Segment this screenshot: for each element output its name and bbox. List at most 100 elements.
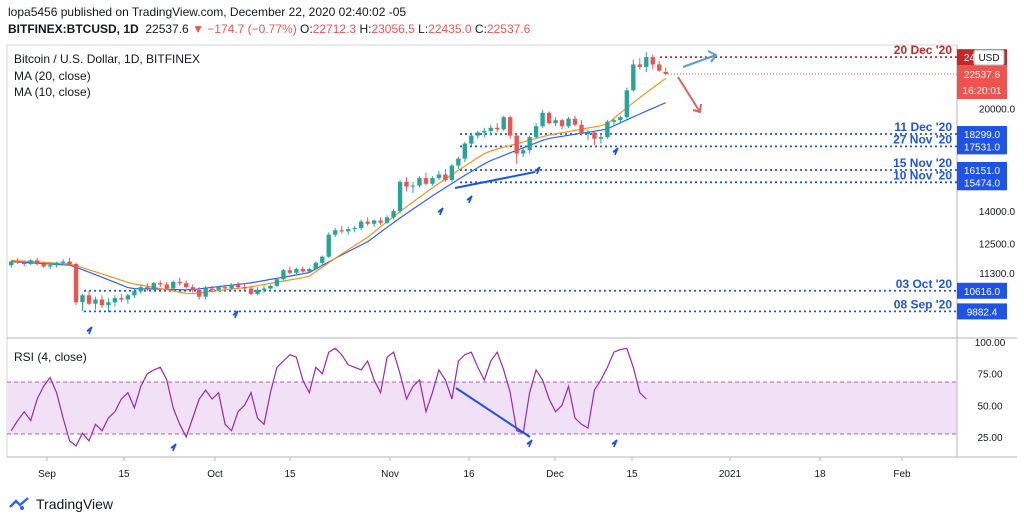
candle-body [300,269,306,272]
low-label: L: [418,22,429,36]
candle-body [9,261,14,266]
time-tick-label: 2021 [719,469,742,480]
candle-body [598,137,604,139]
candle-body [47,265,53,267]
candle-body [80,295,85,303]
rsi-title: RSI (4, close) [14,350,87,364]
close-value: 22537.6 [486,22,531,36]
candle-body [397,181,403,212]
candle-body [255,289,260,294]
legend-ma10: MA (10, close) [14,85,91,99]
candle-body [657,64,662,71]
ma10-line [11,102,666,291]
level-tag-label: 17531.0 [964,142,1001,153]
candle-body [184,283,189,288]
tradingview-logo[interactable]: TradingView [8,496,113,512]
level-tag [957,303,1007,320]
candle-body [119,298,124,300]
buy-signal-icon [232,310,239,319]
level-tag-label: 15474.0 [964,178,1001,189]
candle-body [371,220,377,224]
candle-body [28,260,33,265]
tradingview-icon [9,497,29,510]
publisher-text: lopa5456 published on TradingView.com, D… [8,5,407,19]
candle-body [637,64,642,67]
candle-body [281,270,286,280]
open-value: 22712.3 [312,22,357,36]
candle-body [631,64,636,91]
candle-body [559,120,565,127]
candle-body [339,230,344,232]
candle-body [15,261,20,263]
candle-body [663,71,668,75]
candle-body [158,283,163,285]
buy-signal-icon [170,443,177,452]
candle-body [624,90,630,118]
level-tag-label: 9882.4 [967,307,998,318]
candle-body [196,289,202,297]
chart-area[interactable]: 11300.012500.014000.020000.024000.018299… [0,0,1024,490]
candle-body [520,150,526,154]
candle-body [99,299,105,306]
candle-body [307,269,312,272]
candle-body [449,165,455,180]
candle-body [132,291,137,296]
low-value: 22435.0 [428,22,472,36]
currency-label: USD [978,53,999,64]
candle-body [475,132,480,136]
candle-body [469,135,474,144]
buy-signal-icon [526,439,533,448]
footer-brand: TradingView [36,496,114,512]
candle-body [248,288,254,294]
price-tick-label: 20000.0 [979,104,1016,115]
candle-body [592,132,597,139]
time-tick-label: Dec [546,469,564,480]
candle-body [572,118,578,125]
candle-body [611,120,617,122]
date-level-label: 11 Dec '20 [894,120,952,134]
candle-body [242,287,247,289]
buy-signal-icon [466,195,473,204]
date-level-label: 15 Nov '20 [893,156,952,170]
candle-body [60,261,66,263]
candle-body [326,234,331,257]
candle-body [644,57,649,67]
time-tick-label: 15 [284,469,296,480]
time-tick-label: Oct [207,469,223,480]
candle-body [508,117,513,136]
candle-body [229,284,234,289]
buy-signal-icon [611,439,618,448]
candle-body [203,288,208,297]
candle-body [417,178,422,186]
rsi-trendline [455,387,531,438]
candle-body [540,112,545,127]
currency-badge[interactable] [973,49,1005,66]
time-tick-label: 18 [814,469,826,480]
candle-body [566,118,571,127]
candle-body [67,261,72,265]
candle-body [553,120,558,124]
date-level-label: 27 Nov '20 [893,132,952,146]
candle-body [209,288,215,290]
buy-signal-icon [612,147,619,156]
level-tag-label: 10616.0 [964,287,1001,298]
ohlc-line: BITFINEX:BTCUSD, 1D 22537.6 ▼ −174.7 (−0… [8,22,530,36]
candle-body [585,132,591,135]
candle-body [171,281,176,289]
candle-body [138,287,144,292]
candle-body [222,287,228,289]
high-label: H: [359,22,372,36]
time-tick-label: Sep [38,469,56,480]
price-change: ▼ −174.7 (−0.77%) [192,22,297,36]
candle-body [54,262,59,266]
date-level-label: 10 Nov '20 [893,168,952,182]
price-trendline [454,171,536,189]
time-tick-label: Nov [381,469,399,480]
candle-body [423,178,429,184]
countdown-label: 16:20:01 [963,86,1002,97]
candle-body [482,130,487,133]
candle-body [495,127,500,130]
last-price-label: 22537.6 [964,70,1001,81]
candle-body [365,221,370,224]
candle-body [216,287,221,290]
